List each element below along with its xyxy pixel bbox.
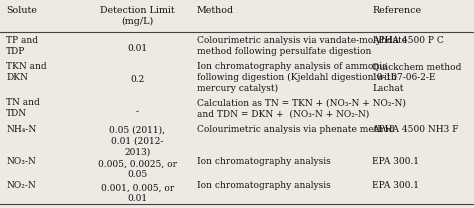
Text: Calculation as TN = TKN + (NO₃-N + NO₂-N)
and TDN = DKN +  (NO₃-N + NO₂-N): Calculation as TN = TKN + (NO₃-N + NO₂-N… [197, 98, 406, 118]
Text: -: - [136, 107, 139, 116]
Text: Ion chromatography analysis of ammonia
following digestion (Kjeldahl digestion w: Ion chromatography analysis of ammonia f… [197, 62, 396, 93]
Text: 0.005, 0.0025, or
0.05: 0.005, 0.0025, or 0.05 [98, 159, 177, 180]
Text: EPA 300.1: EPA 300.1 [372, 181, 419, 190]
Text: NO₃-N: NO₃-N [6, 157, 36, 166]
Text: NH₄-N: NH₄-N [6, 125, 36, 134]
Text: NO₂-N: NO₂-N [6, 181, 36, 190]
Text: Quickchem method
10-107-06-2-E
Lachat: Quickchem method 10-107-06-2-E Lachat [372, 62, 462, 93]
Text: APHA 4500 P C: APHA 4500 P C [372, 36, 444, 45]
Text: TN and
TDN: TN and TDN [6, 98, 40, 118]
Text: TKN and
DKN: TKN and DKN [6, 62, 47, 82]
Text: Detection Limit
(mg/L): Detection Limit (mg/L) [100, 6, 175, 26]
Text: Colourimetric analysis via vandate-molybdate
method following persulfate digesti: Colourimetric analysis via vandate-molyb… [197, 36, 407, 56]
Text: APHA 4500 NH3 F: APHA 4500 NH3 F [372, 125, 458, 134]
Text: 0.2: 0.2 [130, 76, 145, 84]
Text: Ion chromatography analysis: Ion chromatography analysis [197, 181, 330, 190]
Text: Ion chromatography analysis: Ion chromatography analysis [197, 157, 330, 166]
Text: EPA 300.1: EPA 300.1 [372, 157, 419, 166]
Text: Method: Method [197, 6, 234, 15]
Text: 0.05 (2011),
0.01 (2012-
2013): 0.05 (2011), 0.01 (2012- 2013) [109, 126, 165, 157]
Text: Colourimetric analysis via phenate method: Colourimetric analysis via phenate metho… [197, 125, 394, 134]
Text: Solute: Solute [6, 6, 37, 15]
Text: 0.01: 0.01 [128, 44, 147, 53]
Text: TP and
TDP: TP and TDP [6, 36, 38, 56]
Text: 0.001, 0.005, or
0.01: 0.001, 0.005, or 0.01 [101, 183, 174, 203]
Text: Reference: Reference [372, 6, 421, 15]
